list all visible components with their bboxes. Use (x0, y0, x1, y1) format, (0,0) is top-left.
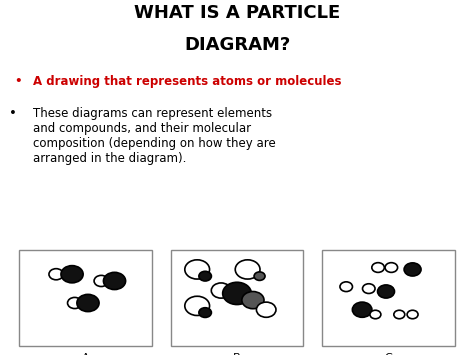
Text: These diagrams can represent elements
and compounds, and their molecular
composi: These diagrams can represent elements an… (33, 106, 276, 164)
Bar (322, 250, 455, 346)
Text: DIAGRAM?: DIAGRAM? (184, 36, 290, 54)
Ellipse shape (407, 310, 418, 319)
Ellipse shape (242, 291, 264, 309)
Ellipse shape (199, 308, 211, 317)
Ellipse shape (94, 275, 109, 286)
Ellipse shape (49, 269, 64, 280)
Ellipse shape (370, 310, 381, 319)
Ellipse shape (385, 263, 398, 272)
Ellipse shape (352, 302, 372, 317)
Ellipse shape (256, 302, 276, 317)
Ellipse shape (254, 272, 265, 280)
Ellipse shape (77, 294, 99, 312)
Ellipse shape (394, 310, 405, 319)
Bar (19, 250, 152, 346)
Ellipse shape (185, 260, 210, 279)
Text: C: C (385, 353, 392, 355)
Ellipse shape (404, 263, 421, 276)
Text: WHAT IS A PARTICLE: WHAT IS A PARTICLE (134, 4, 340, 22)
Ellipse shape (223, 282, 251, 305)
Bar (171, 250, 303, 346)
Ellipse shape (372, 263, 384, 272)
Ellipse shape (199, 271, 211, 281)
Text: •: • (9, 106, 18, 120)
Ellipse shape (363, 284, 375, 294)
Ellipse shape (61, 266, 83, 283)
Ellipse shape (235, 260, 260, 279)
Text: B: B (233, 353, 241, 355)
Ellipse shape (378, 285, 394, 298)
Text: A drawing that represents atoms or molecules: A drawing that represents atoms or molec… (33, 75, 342, 88)
Ellipse shape (185, 296, 210, 316)
Ellipse shape (340, 282, 353, 291)
Ellipse shape (103, 272, 126, 290)
Text: •: • (14, 75, 22, 88)
Text: A: A (82, 353, 89, 355)
Ellipse shape (211, 283, 231, 298)
Ellipse shape (67, 297, 82, 308)
